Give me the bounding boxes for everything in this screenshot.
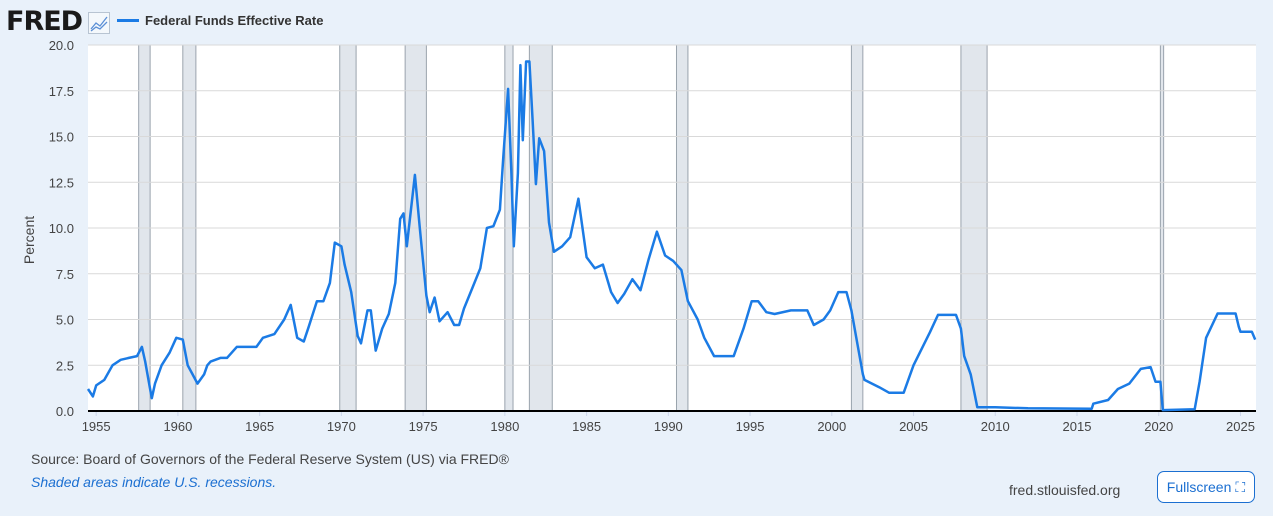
x-tick-label: 2025 [1226, 419, 1255, 434]
x-tick-label: 2005 [899, 419, 928, 434]
y-tick-label: 10.0 [49, 221, 74, 236]
chart-container: FRED Federal Funds Effective Rate Percen… [0, 0, 1273, 516]
x-tick-label: 1970 [327, 419, 356, 434]
y-tick-label: 12.5 [49, 175, 74, 190]
x-tick-label: 2000 [817, 419, 846, 434]
x-tick-label: 1990 [654, 419, 683, 434]
x-tick-label: 1975 [409, 419, 438, 434]
x-tick-label: 1980 [490, 419, 519, 434]
recession-note[interactable]: Shaded areas indicate U.S. recessions. [31, 474, 277, 490]
y-tick-label: 20.0 [49, 38, 74, 53]
line-graph-icon[interactable] [88, 12, 110, 34]
fullscreen-label: Fullscreen [1166, 479, 1232, 495]
x-tick-label: 1960 [163, 419, 192, 434]
x-tick-label: 2015 [1063, 419, 1092, 434]
legend-swatch [117, 19, 139, 22]
x-tick-label: 1995 [736, 419, 765, 434]
series-line-federal-funds-rate [86, 60, 1257, 412]
x-tick-label: 1985 [572, 419, 601, 434]
y-tick-label: 7.5 [56, 267, 74, 282]
x-tick-label: 1955 [82, 419, 111, 434]
legend: Federal Funds Effective Rate [117, 13, 323, 28]
fullscreen-icon: ⛶ [1235, 478, 1246, 495]
x-tick-label: 2010 [981, 419, 1010, 434]
fred-logo[interactable]: FRED [6, 6, 83, 37]
x-tick-label: 2020 [1144, 419, 1173, 434]
chart-plot: 0.0 2.5 5.0 7.5 10.0 12.5 15.0 17.5 20.0 1955 1960… [49, 38, 1257, 434]
y-tick-label: 2.5 [56, 358, 74, 373]
y-tick-label: 15.0 [49, 130, 74, 145]
site-link[interactable]: fred.stlouisfed.org [1009, 482, 1121, 498]
fullscreen-button[interactable]: Fullscreen ⛶ [1157, 471, 1255, 503]
y-tick-label: 5.0 [56, 313, 74, 328]
y-tick-label: 0.0 [56, 404, 74, 419]
y-tick-label: 17.5 [49, 84, 74, 99]
legend-label: Federal Funds Effective Rate [145, 13, 324, 28]
source-text: Source: Board of Governors of the Federa… [31, 451, 509, 467]
x-tick-label: 1965 [245, 419, 274, 434]
